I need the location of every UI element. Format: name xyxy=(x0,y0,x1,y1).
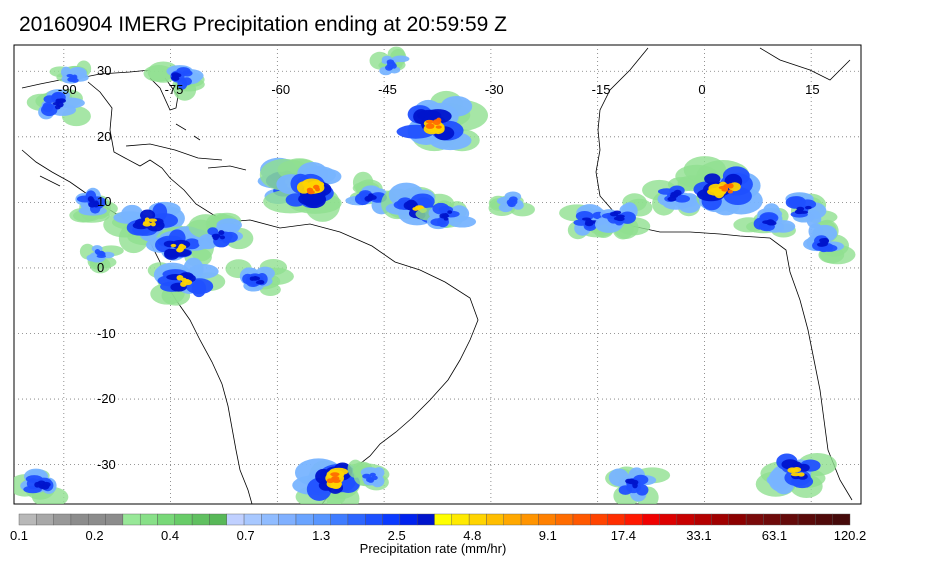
colorbar-tick-label: 63.1 xyxy=(761,528,788,543)
lat-tick-label: -20 xyxy=(97,391,116,407)
lat-tick-label: -10 xyxy=(97,325,116,341)
precip-cell xyxy=(755,453,837,498)
precip-cell xyxy=(147,257,226,306)
precip-cell xyxy=(733,203,796,238)
lat-tick-label: 0 xyxy=(97,259,105,275)
precip-cell xyxy=(188,212,254,250)
precip-cell xyxy=(49,60,92,84)
colorbar-tick-label: 0.4 xyxy=(161,528,180,543)
coast-africa xyxy=(595,47,853,501)
precip-cell xyxy=(143,61,205,101)
precip-cell xyxy=(103,201,189,254)
lon-tick-label: -90 xyxy=(57,82,77,97)
precip-cell xyxy=(605,466,671,504)
precip-cell xyxy=(803,219,856,265)
precip-cell xyxy=(396,90,489,152)
lat-tick-label: 20 xyxy=(97,128,112,144)
colorbar-tick-label: 0.1 xyxy=(9,528,29,543)
coast-cuba xyxy=(125,143,223,161)
precip-cell xyxy=(347,459,389,491)
precip-cell xyxy=(225,258,294,297)
precipitation-field xyxy=(14,46,856,504)
coast-hispaniola xyxy=(207,165,247,171)
precip-cell xyxy=(145,219,219,267)
precip-cell xyxy=(785,192,838,229)
lon-tick-label: -60 xyxy=(271,82,291,97)
colorbar-tick-label: 33.1 xyxy=(686,528,712,543)
colorbar-tick-label: 4.8 xyxy=(463,528,482,543)
precip-cell xyxy=(675,156,763,216)
lon-tick-label: -45 xyxy=(378,82,397,97)
lat-tick-label: 30 xyxy=(97,63,112,79)
precipitation-map xyxy=(13,44,862,505)
lon-tick-label: 0 xyxy=(698,82,706,97)
precip-cell xyxy=(415,200,477,230)
colorbar-tick-label: 2.5 xyxy=(387,528,406,543)
gridlines xyxy=(14,45,861,504)
coast-bahamas xyxy=(175,123,201,141)
precip-cell xyxy=(488,191,535,217)
map-title: 20160904 IMERG Precipitation ending at 2… xyxy=(19,13,507,36)
lon-tick-label: -75 xyxy=(164,82,184,97)
lon-tick-label: 15 xyxy=(805,82,820,97)
precip-cell xyxy=(79,243,124,274)
precip-cell xyxy=(345,171,397,215)
colorbar-tick-label: 0.7 xyxy=(236,528,255,543)
colorbar-tick-label: 1.3 xyxy=(312,528,331,543)
colorbar-label: Precipitation rate (mm/hr) xyxy=(359,541,507,556)
precip-cell xyxy=(69,187,118,223)
precip-cell xyxy=(26,89,91,127)
colorbar-tick-label: 0.2 xyxy=(85,528,104,543)
colorbar-tick-label: 9.1 xyxy=(538,528,557,543)
precip-cell xyxy=(259,158,342,222)
precip-cell xyxy=(594,193,653,240)
lon-tick-label: -15 xyxy=(591,82,611,97)
colorbar-tick-label: 17.4 xyxy=(610,528,637,543)
precip-cell xyxy=(14,468,69,504)
lon-tick-label: -30 xyxy=(484,82,504,97)
lat-tick-label: -30 xyxy=(97,456,116,472)
colorbar-tick-label: 120.2 xyxy=(833,528,867,543)
precip-cell xyxy=(369,46,410,76)
lat-tick-label: 10 xyxy=(97,194,112,210)
